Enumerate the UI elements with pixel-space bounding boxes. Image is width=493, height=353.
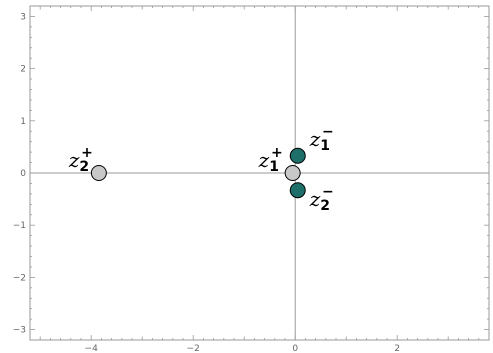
point-label: z1+ xyxy=(258,145,283,175)
y-tick-label: −3 xyxy=(13,326,26,336)
point-label-superscript: + xyxy=(81,145,93,161)
y-tick-label: 3 xyxy=(20,12,26,22)
point-label-superscript: + xyxy=(271,145,283,161)
y-tick-label: 1 xyxy=(20,117,26,127)
points-layer xyxy=(90,147,306,199)
point-label: z2− xyxy=(309,184,334,214)
x-tick-label: −4 xyxy=(85,344,99,353)
point-label-base: z xyxy=(309,127,321,151)
x-tick-label: 2 xyxy=(394,344,400,353)
point-label-superscript: − xyxy=(322,124,334,140)
point-label: z1− xyxy=(309,124,334,154)
labels-layer: z2+ z1+z1−z2− xyxy=(68,124,334,214)
point-label-subscript: 2 xyxy=(79,159,89,175)
point-label-subscript: 1 xyxy=(269,159,279,175)
point-label-superscript: − xyxy=(322,184,334,200)
y-tick-label: −1 xyxy=(13,221,26,231)
data-point xyxy=(284,165,301,181)
point-label-subscript: 1 xyxy=(320,138,330,154)
point-label-base: z xyxy=(309,187,321,211)
point-label: z2+ xyxy=(68,145,93,175)
y-tick-label: 0 xyxy=(20,169,26,179)
data-point xyxy=(289,147,306,164)
plot-frame xyxy=(29,5,490,341)
x-tick-label: 0 xyxy=(292,344,298,353)
point-label-base: z xyxy=(68,148,80,172)
data-point xyxy=(90,165,107,181)
data-point xyxy=(289,182,306,199)
x-tick-label: −2 xyxy=(187,344,200,353)
point-label-subscript: 2 xyxy=(320,198,330,214)
point-label-base: z xyxy=(258,148,270,172)
y-tick-label: 2 xyxy=(20,65,26,75)
y-tick-label: −2 xyxy=(13,273,26,283)
